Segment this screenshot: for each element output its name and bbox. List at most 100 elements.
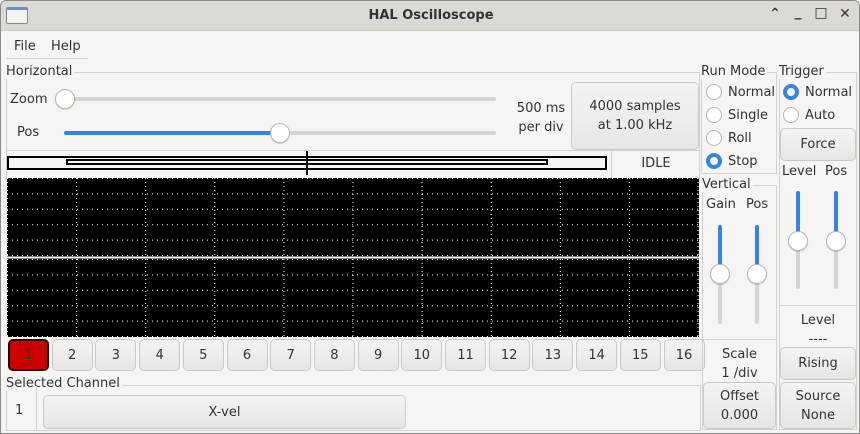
- channel-button-4[interactable]: 4: [139, 339, 181, 371]
- selected-channel-group: [6, 385, 701, 431]
- channel-button-9[interactable]: 9: [357, 339, 399, 371]
- status-text: IDLE: [641, 156, 671, 171]
- radio-indicator: [783, 107, 799, 123]
- radio-label: Auto: [805, 107, 836, 123]
- channel-button-10[interactable]: 10: [401, 339, 443, 371]
- channel-button-3[interactable]: 3: [95, 339, 137, 371]
- force-label: Force: [800, 137, 836, 152]
- collapse-icon[interactable]: ⌃: [769, 6, 781, 22]
- app-icon: [6, 7, 28, 24]
- vertical-pos-slider-handle[interactable]: [747, 264, 767, 284]
- vertical-label: Vertical: [702, 177, 753, 192]
- status-divider: [611, 151, 612, 178]
- channel-button-2[interactable]: 2: [51, 339, 93, 371]
- trigger-level-readout: Level ----: [780, 311, 856, 349]
- run-mode-radio-single[interactable]: Single: [706, 107, 768, 123]
- channel-button-label: 14: [588, 347, 605, 363]
- channel-button-label: 7: [286, 347, 295, 363]
- radio-indicator: [706, 153, 722, 169]
- trigger-mode-radio-normal[interactable]: Normal: [783, 84, 852, 100]
- channel-button-label: 9: [373, 347, 383, 363]
- minimize-icon[interactable]: _: [794, 4, 802, 20]
- time-per-div-value: 500 ms: [516, 101, 566, 116]
- scale-value: 1 /div: [721, 366, 758, 381]
- channel-button-label: 3: [111, 347, 121, 363]
- horizontal-label: Horizontal: [6, 64, 75, 79]
- maximize-icon[interactable]: □: [814, 5, 828, 21]
- title-bar: HAL Oscilloscope ⌃ _ □ ✕: [1, 1, 859, 31]
- pos-slider-fill: [64, 131, 280, 135]
- run-mode-radio-normal[interactable]: Normal: [706, 84, 775, 100]
- trigger-level-slider-fill: [796, 191, 800, 239]
- trigger-level-slider-handle[interactable]: [788, 231, 808, 251]
- trigger-pos-slider-handle[interactable]: [826, 231, 846, 251]
- channel-button-8[interactable]: 8: [313, 339, 355, 371]
- menu-help[interactable]: Help: [51, 39, 81, 54]
- scope-display[interactable]: [7, 178, 699, 337]
- time-per-div: 500 ms per div: [506, 99, 576, 137]
- radio-indicator: [706, 107, 722, 123]
- trigger-label: Trigger: [779, 64, 826, 79]
- offset-button[interactable]: Offset 0.000: [703, 382, 776, 429]
- gain-label: Gain: [706, 197, 736, 212]
- channel-button-5[interactable]: 5: [182, 339, 224, 371]
- gain-slider-handle[interactable]: [710, 264, 730, 284]
- gain-slider-fill: [718, 225, 722, 273]
- channel-button-label: 8: [330, 347, 339, 363]
- radio-indicator: [706, 130, 722, 146]
- channel-button-label: 2: [68, 347, 77, 363]
- channel-button-label: 6: [242, 347, 252, 363]
- time-per-div-unit: per div: [518, 120, 564, 135]
- radio-indicator: [783, 84, 799, 100]
- selected-channel-number: 1: [15, 403, 24, 418]
- trigger-pos-label: Pos: [825, 164, 848, 179]
- horizontal-divider: [7, 150, 699, 151]
- trigger-pos-slider-fill: [834, 191, 838, 239]
- channel-button-15[interactable]: 15: [619, 339, 661, 371]
- menu-file[interactable]: File: [14, 39, 36, 54]
- run-mode-radio-stop[interactable]: Stop: [706, 153, 758, 169]
- channel-button-11[interactable]: 11: [445, 339, 486, 371]
- trigger-edge-button[interactable]: Rising: [780, 347, 856, 380]
- channel-button-13[interactable]: 13: [532, 339, 574, 371]
- radio-label: Single: [728, 107, 768, 123]
- channel-button-14[interactable]: 14: [576, 339, 618, 371]
- channel-button-16[interactable]: 16: [663, 339, 705, 371]
- zoom-slider[interactable]: [56, 97, 496, 101]
- close-icon[interactable]: ✕: [839, 6, 851, 22]
- trigger-level-value: ----: [808, 332, 828, 347]
- radio-label: Stop: [728, 153, 758, 169]
- samples-button[interactable]: 4000 samples at 1.00 kHz: [571, 82, 699, 150]
- channel-button-label: 12: [500, 347, 518, 363]
- trigger-source-label: Source: [795, 388, 841, 404]
- radio-label: Normal: [728, 84, 776, 100]
- trigger-mode-radio-auto[interactable]: Auto: [783, 107, 835, 123]
- channel-button-label: 16: [675, 347, 693, 363]
- samples-count: 4000 samples: [589, 99, 681, 114]
- radio-label: Roll: [728, 130, 752, 146]
- channel-name-button[interactable]: X-vel: [43, 395, 406, 429]
- channel-name: X-vel: [208, 404, 241, 420]
- scale-readout: Scale 1 /div: [703, 345, 776, 383]
- zoom-slider-handle[interactable]: [55, 89, 75, 109]
- menu-divider: [6, 58, 88, 59]
- channel-button-1[interactable]: 1: [8, 339, 49, 371]
- channel-button-6[interactable]: 6: [226, 339, 268, 371]
- run-mode-label: Run Mode: [701, 64, 768, 79]
- channel-button-7[interactable]: 7: [270, 339, 312, 371]
- force-button[interactable]: Force: [780, 128, 856, 161]
- scale-label: Scale: [722, 347, 757, 362]
- trigger-source-button[interactable]: Source None: [780, 382, 856, 429]
- channel-button-label: 13: [544, 347, 562, 363]
- trigger-position-marker: [306, 151, 308, 175]
- trigger-source-value: None: [801, 407, 835, 423]
- channel-button-label: 5: [199, 347, 208, 363]
- radio-indicator: [706, 84, 722, 100]
- trigger-divider: [780, 305, 856, 306]
- vertical-pos-label: Pos: [746, 197, 769, 212]
- channel-button-label: 11: [457, 347, 474, 363]
- pos-slider-handle[interactable]: [270, 123, 290, 143]
- run-mode-radio-roll[interactable]: Roll: [706, 130, 752, 146]
- channel-button-12[interactable]: 12: [488, 339, 530, 371]
